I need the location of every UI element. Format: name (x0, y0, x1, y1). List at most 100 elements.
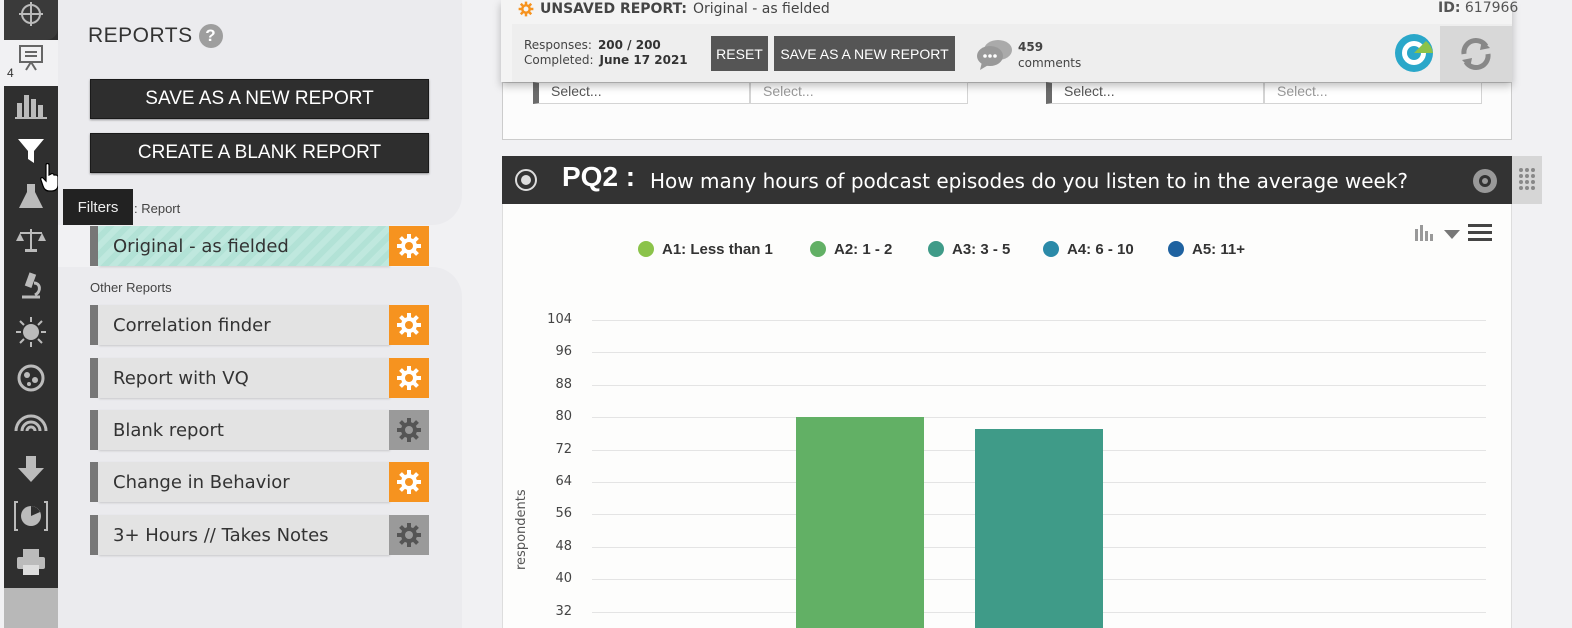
select-dropdown[interactable]: Select... (1264, 82, 1482, 104)
drag-handle-icon[interactable] (1512, 156, 1542, 204)
unsaved-prefix: UNSAVED REPORT: (540, 1, 687, 17)
y-tick-label: 48 (555, 538, 572, 554)
y-tick-label: 64 (555, 474, 572, 489)
unsaved-report-name: Original - as fielded (693, 1, 830, 17)
report-item-correlation-finder[interactable]: Correlation finder (90, 305, 429, 345)
rainbow-icon[interactable] (4, 404, 58, 440)
select-dropdown[interactable]: Select... (750, 82, 968, 104)
gear-icon[interactable] (389, 305, 429, 345)
crosshair-icon[interactable] (4, 0, 58, 34)
legend-label: A2: 1 - 2 (834, 240, 893, 258)
gear-icon[interactable] (389, 226, 429, 266)
y-tick-label: 96 (555, 344, 572, 360)
report-id-value: 617966 (1464, 0, 1519, 16)
comments-button[interactable]: 459 comments (976, 38, 1081, 72)
y-tick-label: 88 (555, 376, 572, 392)
chevron-down-icon[interactable] (1444, 225, 1460, 244)
legend-item-a5[interactable]: A5: 11+ (1168, 238, 1245, 260)
gridline (592, 384, 1486, 386)
gear-icon[interactable] (389, 410, 429, 450)
select-dropdown[interactable]: Select... (533, 82, 750, 104)
legend-dot (928, 241, 944, 257)
save-as-new-report-button[interactable]: SAVE AS A NEW REPORT (90, 79, 429, 119)
comments-icon (977, 40, 1012, 70)
legend-label: A1: Less than 1 (662, 240, 773, 258)
question-target-icon[interactable] (1470, 166, 1500, 196)
report-name[interactable]: Blank report (98, 410, 389, 450)
bar-2[interactable] (796, 417, 924, 628)
legend-dot (638, 241, 654, 257)
legend-item-a1[interactable]: A1: Less than 1 (638, 238, 773, 260)
print-icon[interactable] (4, 542, 58, 582)
reports-title: REPORTS (88, 24, 193, 47)
report-item-marker (90, 226, 98, 266)
report-item-marker (90, 462, 98, 502)
gridline (592, 352, 1486, 354)
report-item-blank-report[interactable]: Blank report (90, 410, 429, 450)
report-name[interactable]: Report with VQ (98, 358, 389, 398)
brand-logo-icon[interactable] (1390, 26, 1438, 80)
select-dropdown[interactable]: Select... (1046, 82, 1264, 104)
responses-label: Responses: (524, 38, 592, 52)
report-id: ID: 617966 (1438, 0, 1518, 16)
report-name[interactable]: Correlation finder (98, 305, 389, 345)
y-tick-label: 40 (555, 571, 572, 587)
report-name[interactable]: Change in Behavior (98, 462, 389, 502)
y-axis-label: respondents (514, 489, 529, 570)
question-select-radio[interactable] (514, 168, 538, 192)
microscope-icon[interactable] (4, 268, 58, 304)
question-header (502, 156, 1512, 204)
download-arrow-icon[interactable] (4, 450, 58, 490)
comments-label: comments (1018, 56, 1082, 70)
current-report-item[interactable]: Original - as fielded (90, 226, 429, 266)
report-item-report-with-vq[interactable]: Report with VQ (90, 358, 429, 398)
legend-item-a3[interactable]: A3: 3 - 5 (928, 238, 1010, 260)
chart-tools (1414, 222, 1492, 246)
filters-tooltip: Filters (63, 189, 133, 225)
pie-chart-bracket-icon[interactable] (4, 496, 58, 536)
legend-label: A5: 11+ (1192, 240, 1245, 258)
gear-icon[interactable] (389, 515, 429, 555)
question-code: PQ2 : (562, 161, 636, 192)
gridline (592, 320, 1486, 321)
legend-item-a2[interactable]: A2: 1 - 2 (810, 238, 892, 260)
toolbar-strip (512, 24, 1512, 82)
gear-icon[interactable] (389, 358, 429, 398)
question-text: How many hours of podcast episodes do yo… (650, 169, 1409, 193)
create-blank-report-button[interactable]: CREATE A BLANK REPORT (90, 133, 429, 173)
y-tick-label: 104 (547, 312, 572, 327)
refresh-icon[interactable] (1440, 26, 1512, 82)
reset-button[interactable]: RESET (711, 36, 768, 71)
report-item-3-hours-takes-notes[interactable]: 3+ Hours // Takes Notes (90, 515, 429, 555)
report-name[interactable]: Original - as fielded (98, 226, 389, 266)
legend-dot (1043, 241, 1059, 257)
bar-3[interactable] (975, 429, 1103, 628)
bar-chart-icon[interactable] (4, 86, 58, 124)
filter-icon[interactable] (4, 132, 58, 170)
legend-dot (810, 241, 826, 257)
rail-footer (4, 588, 58, 628)
network-icon[interactable] (4, 358, 58, 398)
presentation-icon[interactable] (4, 42, 58, 72)
flask-icon[interactable] (4, 178, 58, 214)
legend-label: A3: 3 - 5 (952, 240, 1011, 258)
sun-icon[interactable] (4, 312, 58, 352)
y-tick-label: 72 (555, 441, 572, 457)
report-item-marker (90, 358, 98, 398)
hamburger-menu-icon[interactable] (1468, 222, 1492, 246)
legend-label: A4: 6 - 10 (1067, 240, 1134, 258)
chart-type-icon[interactable] (1414, 223, 1436, 245)
gridline (592, 417, 1486, 419)
reports-heading: REPORTS ? (88, 24, 223, 48)
gear-icon[interactable] (389, 462, 429, 502)
report-name[interactable]: 3+ Hours // Takes Notes (98, 515, 389, 555)
report-item-change-in-behavior[interactable]: Change in Behavior (90, 462, 429, 502)
toolbar-save-as-new-report-button[interactable]: SAVE AS A NEW REPORT (774, 36, 955, 71)
balance-scale-icon[interactable] (4, 222, 58, 258)
legend-item-a4[interactable]: A4: 6 - 10 (1043, 238, 1134, 260)
report-item-marker (90, 305, 98, 345)
y-tick-label: 56 (555, 506, 572, 522)
help-icon[interactable]: ? (198, 24, 223, 48)
completed-label: Completed: (524, 53, 594, 67)
response-stats: Responses: 200 / 200 Completed: June 17 20… (524, 38, 688, 68)
